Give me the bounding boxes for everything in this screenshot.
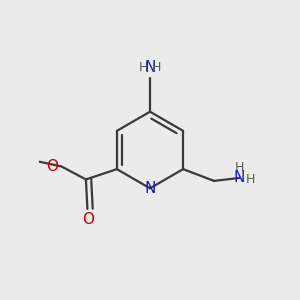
Text: O: O [82,212,94,227]
Text: O: O [46,159,58,174]
Text: H: H [235,161,244,174]
Text: H: H [139,61,148,74]
Text: H: H [152,61,161,74]
Text: N: N [144,60,156,75]
Text: H: H [246,173,256,186]
Text: N: N [233,170,245,185]
Text: N: N [144,181,156,196]
